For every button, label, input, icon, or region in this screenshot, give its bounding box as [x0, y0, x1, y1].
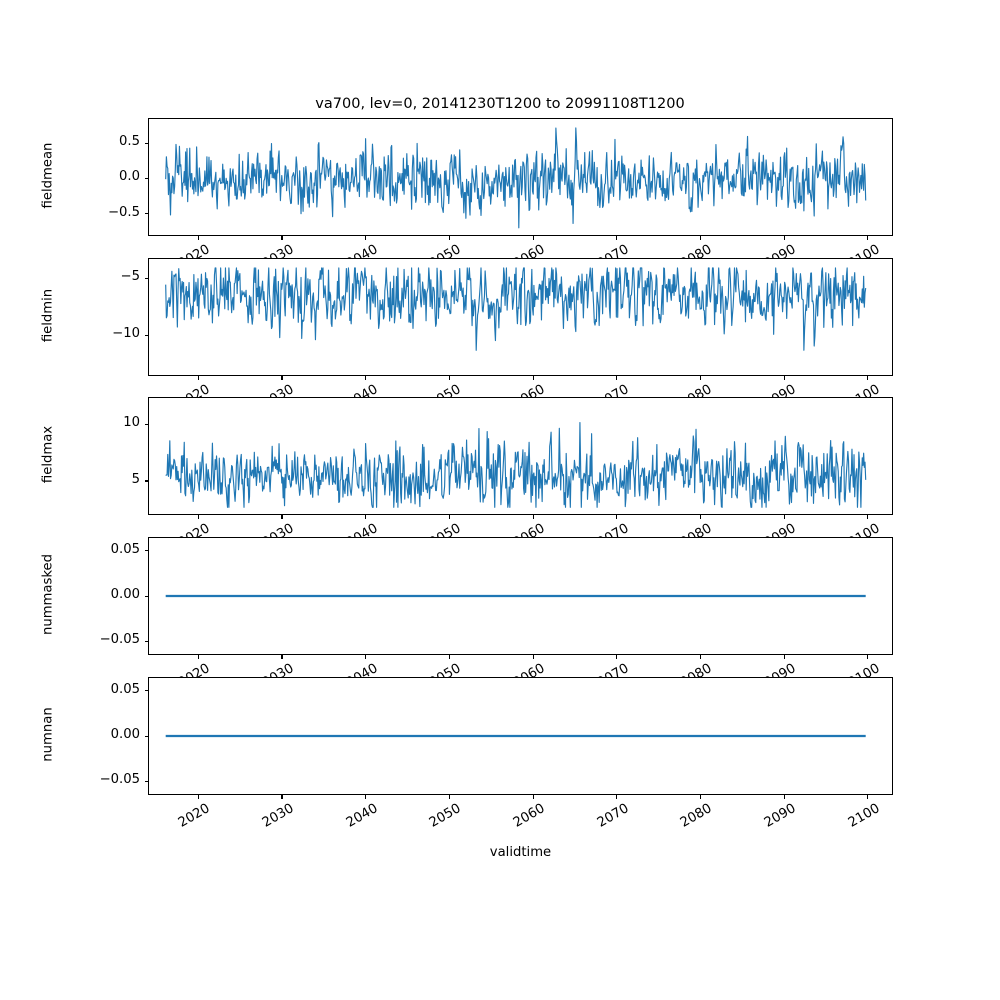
x-tick-mark [699, 795, 702, 799]
x-tick-mark [365, 795, 367, 799]
x-tick-mark [867, 376, 869, 380]
y-axis-label-fieldmin: fieldmin [40, 288, 56, 343]
x-tick-mark [532, 795, 534, 799]
series-fieldmean [165, 127, 867, 229]
y-tick-label: −0.05 [99, 632, 140, 648]
x-tick-mark [281, 236, 283, 240]
x-tick-mark [197, 236, 199, 240]
subplot-fieldmax [148, 397, 893, 515]
x-tick-mark [699, 236, 702, 240]
subplot-fieldmin [148, 258, 893, 376]
x-tick-mark [197, 655, 199, 659]
figure-title: va700, lev=0, 20141230T1200 to 20991108T… [315, 96, 685, 112]
x-tick-mark [532, 376, 534, 380]
y-tick-label: 0.00 [110, 727, 140, 742]
x-axis-label: validtime [489, 845, 552, 860]
y-tick-mark [144, 735, 148, 737]
y-tick-mark [144, 213, 148, 215]
x-tick-mark [783, 515, 785, 519]
x-tick-mark [365, 236, 367, 240]
y-tick-mark [144, 334, 148, 336]
y-tick-label: 0.0 [119, 169, 140, 185]
y-axis-label-nummasked: nummasked [40, 554, 56, 636]
x-tick-mark [197, 376, 199, 380]
y-tick-mark [144, 690, 148, 692]
x-tick-mark [448, 655, 450, 659]
x-tick-mark [532, 236, 534, 240]
y-tick-label: −10 [112, 326, 140, 342]
subplot-fieldmean [148, 118, 893, 236]
x-tick-mark [365, 515, 367, 519]
x-tick-mark [532, 515, 534, 519]
y-axis-label-fieldmax: fieldmax [40, 425, 56, 484]
y-tick-mark [144, 177, 148, 179]
x-tick-mark [867, 515, 869, 519]
series-fieldmax [165, 422, 867, 508]
x-tick-mark [281, 376, 283, 380]
x-tick-mark [783, 376, 785, 380]
x-tick-mark [616, 236, 618, 240]
x-tick-mark [699, 655, 702, 659]
series-fieldmin [165, 267, 867, 351]
x-tick-mark [699, 376, 702, 380]
x-tick-mark [783, 655, 785, 659]
y-tick-label: −0.05 [99, 772, 140, 788]
y-tick-label: 0.05 [110, 541, 140, 557]
x-tick-mark [783, 795, 785, 799]
x-tick-mark [197, 515, 199, 519]
x-tick-mark [448, 236, 450, 240]
y-tick-label: 5 [131, 471, 140, 487]
y-tick-mark [144, 595, 148, 597]
y-tick-label: 0.00 [110, 587, 140, 602]
y-tick-label: 10 [123, 415, 140, 431]
x-tick-mark [867, 795, 869, 799]
y-tick-mark [144, 550, 148, 552]
y-tick-mark [144, 142, 148, 144]
x-tick-mark [699, 515, 702, 519]
x-tick-mark [365, 376, 367, 380]
x-tick-mark [532, 655, 534, 659]
x-tick-mark [281, 655, 283, 659]
y-tick-mark [144, 780, 148, 782]
x-tick-mark [448, 515, 450, 519]
x-tick-mark [783, 236, 785, 240]
y-tick-mark [144, 277, 148, 280]
x-tick-mark [448, 795, 450, 799]
x-tick-mark [616, 655, 618, 659]
x-tick-mark [281, 515, 283, 519]
x-tick-mark [281, 795, 283, 799]
x-tick-mark [616, 795, 618, 799]
x-tick-mark [616, 515, 618, 519]
y-tick-label: −0.5 [107, 204, 140, 220]
y-axis-label-fieldmean: fieldmean [40, 142, 56, 209]
y-tick-label: 0.5 [119, 134, 140, 150]
y-tick-mark [144, 423, 148, 425]
y-tick-label: 0.05 [110, 681, 140, 697]
series-nummasked [165, 594, 866, 598]
subplot-nummasked [148, 537, 893, 655]
subplot-numnan [148, 677, 893, 795]
series-numnan [165, 734, 866, 738]
y-tick-mark [144, 480, 148, 482]
x-tick-mark [197, 795, 199, 799]
x-tick-mark [365, 655, 367, 659]
x-tick-mark [867, 655, 869, 659]
y-tick-label: −5 [120, 269, 140, 285]
y-tick-mark [144, 640, 148, 642]
x-tick-mark [616, 376, 618, 380]
x-tick-mark [448, 376, 450, 380]
y-axis-label-numnan: numnan [40, 707, 56, 762]
x-tick-mark [867, 236, 869, 240]
